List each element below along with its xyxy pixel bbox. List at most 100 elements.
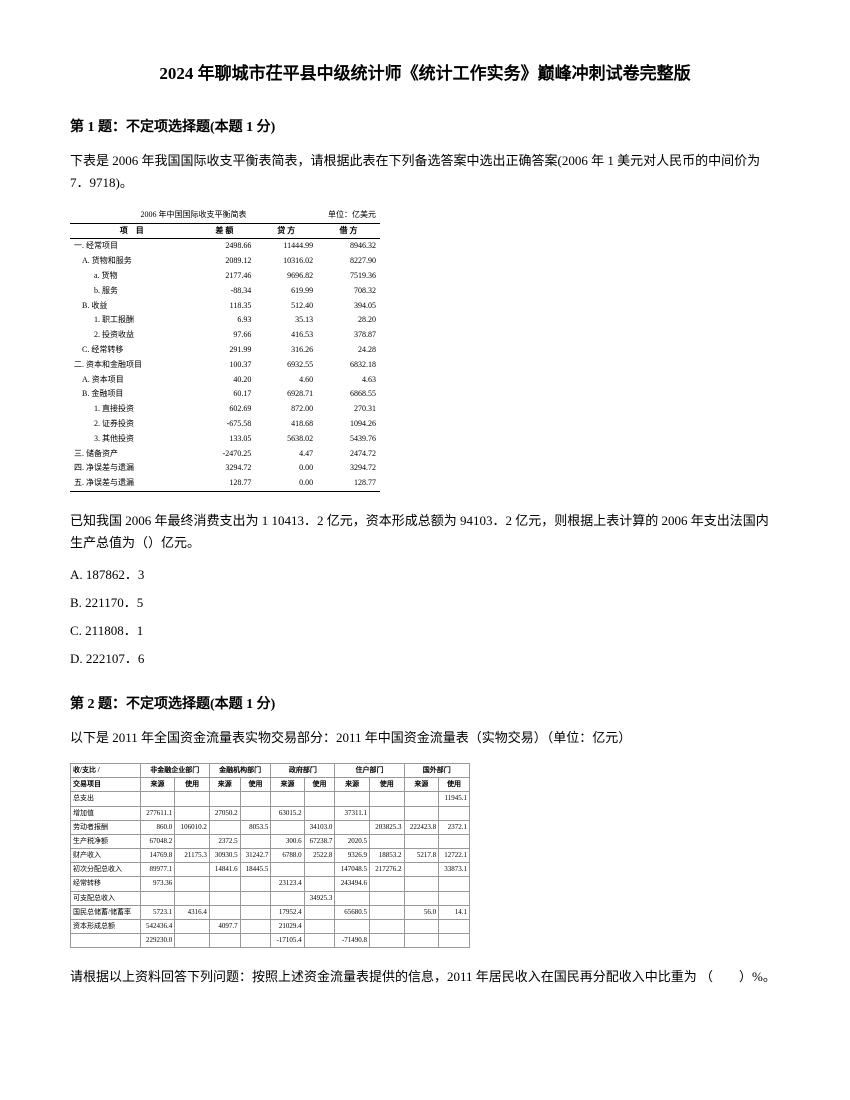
table-row: 总支出11945.1 xyxy=(71,792,470,806)
cell: 872.00 xyxy=(255,402,317,417)
table-row: 2. 证券投资-675.58418.681094.26 xyxy=(70,417,380,432)
row-label: 1. 直接投资 xyxy=(70,402,194,417)
cell: 2177.46 xyxy=(194,269,256,284)
cell: 4.63 xyxy=(317,373,380,388)
table-row: 一. 经常项目2498.6611444.998946.32 xyxy=(70,239,380,254)
table-row: 经常转移973.3623123.4243494.6 xyxy=(71,877,470,891)
table-row: 初次分配总收入89977.114841.618445.5147048.52172… xyxy=(71,863,470,877)
cell xyxy=(175,834,210,848)
cell xyxy=(404,863,439,877)
row-label: 2. 投资收益 xyxy=(70,328,194,343)
cell: 217276.2 xyxy=(369,863,404,877)
cell: 65680.5 xyxy=(335,905,370,919)
option-item: D. 222107．6 xyxy=(70,648,780,670)
cell: 106010.2 xyxy=(175,820,210,834)
cell xyxy=(209,820,240,834)
cell: 277611.1 xyxy=(140,806,175,820)
cell: 60.17 xyxy=(194,387,256,402)
cell: 27050.2 xyxy=(209,806,240,820)
q1-table-caption: 2006 年中国国际收支平衡简表 xyxy=(70,208,317,223)
q2-sub-header: 来源 xyxy=(271,778,304,792)
cell xyxy=(369,877,404,891)
cell: 56.0 xyxy=(404,905,439,919)
cell: 6832.18 xyxy=(317,358,380,373)
q1-options: A. 187862．3B. 221170．5C. 211808．1D. 2221… xyxy=(70,564,780,670)
table-row: 1. 直接投资602.69872.00270.31 xyxy=(70,402,380,417)
cell xyxy=(439,877,470,891)
cell xyxy=(404,806,439,820)
cell: 229230.0 xyxy=(140,934,175,948)
cell xyxy=(369,834,404,848)
q1-col-header: 贷 方 xyxy=(255,223,317,239)
table-row: 资本形成总额542436.44097.721029.4 xyxy=(71,920,470,934)
table-row: 229230.0-17105.4-71490.8 xyxy=(71,934,470,948)
table-row: 3. 其他投资133.055638.025439.76 xyxy=(70,432,380,447)
cell: 203825.3 xyxy=(369,820,404,834)
cell: 34103.0 xyxy=(304,820,335,834)
cell: 128.77 xyxy=(317,476,380,491)
cell: 128.77 xyxy=(194,476,256,491)
cell: 31242.7 xyxy=(240,849,271,863)
cell: 2498.66 xyxy=(194,239,256,254)
cell xyxy=(240,792,271,806)
cell xyxy=(404,834,439,848)
cell xyxy=(404,920,439,934)
cell: 4.47 xyxy=(255,447,317,462)
cell xyxy=(304,920,335,934)
table-row: B. 金融项目60.176928.716868.55 xyxy=(70,387,380,402)
cell xyxy=(369,934,404,948)
cell: 860.0 xyxy=(140,820,175,834)
cell xyxy=(404,934,439,948)
cell: -2470.25 xyxy=(194,447,256,462)
cell: 602.69 xyxy=(194,402,256,417)
row-label: A. 资本项目 xyxy=(70,373,194,388)
row-label: 一. 经常项目 xyxy=(70,239,194,254)
cell xyxy=(369,920,404,934)
q2-known: 请根据以上资料回答下列问题：按照上述资金流量表提供的信息，2011 年居民收入在… xyxy=(70,966,780,988)
table-row: A. 资本项目40.204.604.63 xyxy=(70,373,380,388)
q1-col-header: 借 方 xyxy=(317,223,380,239)
cell xyxy=(175,920,210,934)
q1-col-header: 差 额 xyxy=(194,223,256,239)
cell xyxy=(271,863,304,877)
row-label: 1. 职工报酬 xyxy=(70,313,194,328)
cell xyxy=(335,891,370,905)
cell: 21175.3 xyxy=(175,849,210,863)
q2-group-header: 非金融企业部门 xyxy=(140,763,209,777)
cell: 5638.02 xyxy=(255,432,317,447)
cell: 14841.6 xyxy=(209,863,240,877)
cell: 2089.12 xyxy=(194,254,256,269)
cell: 6932.55 xyxy=(255,358,317,373)
cell: 35.13 xyxy=(255,313,317,328)
cell: 1094.26 xyxy=(317,417,380,432)
q2-sub-header: 来源 xyxy=(404,778,439,792)
q2-sub-header: 来源 xyxy=(140,778,175,792)
row-label: 经常转移 xyxy=(71,877,141,891)
table-row: A. 货物和服务2089.1210316.028227.90 xyxy=(70,254,380,269)
cell: 5723.1 xyxy=(140,905,175,919)
cell: 222423.8 xyxy=(404,820,439,834)
q2-table: 收/支比 /非金融企业部门金融机构部门政府部门住户部门国外部门 交易项目来源使用… xyxy=(70,763,470,948)
cell: 18853.2 xyxy=(369,849,404,863)
cell: 63015.2 xyxy=(271,806,304,820)
option-item: A. 187862．3 xyxy=(70,564,780,586)
cell: 67048.2 xyxy=(140,834,175,848)
row-label: b. 服务 xyxy=(70,284,194,299)
q2-sub-header: 使用 xyxy=(240,778,271,792)
row-label: 3. 其他投资 xyxy=(70,432,194,447)
table-row: b. 服务-88.34619.99708.32 xyxy=(70,284,380,299)
table-row: 可支配总收入34925.3 xyxy=(71,891,470,905)
cell: 11444.99 xyxy=(255,239,317,254)
q2-sub-header: 来源 xyxy=(209,778,240,792)
cell: 378.87 xyxy=(317,328,380,343)
row-label: 总支出 xyxy=(71,792,141,806)
cell: 147048.5 xyxy=(335,863,370,877)
cell: 8946.32 xyxy=(317,239,380,254)
table-row: 国民总储蓄/储蓄率5723.14316.417952.465680.556.01… xyxy=(71,905,470,919)
cell: 2372.1 xyxy=(439,820,470,834)
cell: 3294.72 xyxy=(194,461,256,476)
cell: 34925.3 xyxy=(304,891,335,905)
row-label: 四. 净误差与遗漏 xyxy=(70,461,194,476)
cell: 316.26 xyxy=(255,343,317,358)
cell: 270.31 xyxy=(317,402,380,417)
